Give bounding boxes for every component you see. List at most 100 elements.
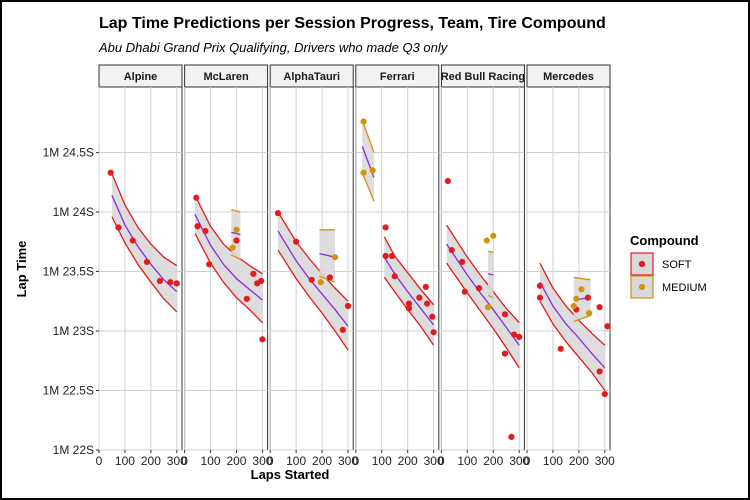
x-tick-label: 200 [398, 454, 418, 468]
fit-line-soft [111, 195, 178, 293]
data-point-soft [416, 294, 423, 301]
upper-bound-line-medium [573, 276, 591, 281]
y-tick-label: 1M 23.5S [43, 264, 94, 278]
data-point-soft [193, 194, 200, 201]
data-point-medium [586, 310, 593, 317]
data-point-soft [115, 224, 122, 231]
data-point-soft [206, 261, 213, 268]
panel-content-mercedes [536, 262, 610, 398]
upper-bound-line-soft [194, 195, 263, 275]
prediction-ribbon-soft [384, 236, 434, 346]
data-point-soft [156, 277, 164, 285]
legend-label-medium: MEDIUM [662, 282, 707, 294]
x-tick-label: 0 [96, 454, 103, 468]
data-point-soft [308, 276, 315, 283]
legend-title: Compound [630, 233, 699, 248]
data-point-soft [194, 223, 201, 230]
data-point-soft [405, 300, 413, 307]
lower-bound-line-soft [539, 300, 606, 391]
y-axis: 1M 22S 1M 22.5S 1M 23S 1M 23.5S 1M 24S 1M 24.… [43, 145, 99, 457]
data-point-soft [536, 282, 544, 289]
data-point-soft [501, 350, 509, 357]
x-tick-label: 200 [569, 454, 589, 468]
x-tick-label: 300 [595, 454, 615, 468]
data-point-medium [229, 244, 236, 251]
data-point-soft [107, 169, 114, 176]
data-point-soft [143, 258, 151, 266]
x-tick-label: 0 [181, 454, 188, 468]
panel-content-ferrari [360, 118, 437, 346]
data-point-soft [167, 279, 174, 286]
upper-bound-line-soft [539, 262, 606, 346]
lower-bound-line-medium [319, 275, 336, 283]
lower-bound-line-soft [446, 262, 520, 369]
lower-bound-line-soft [277, 249, 349, 351]
fit-line-medium [231, 231, 241, 236]
data-point-soft [557, 345, 564, 352]
data-point-soft [382, 252, 389, 260]
legend-key-soft: SOFT [630, 252, 692, 276]
fit-line-soft [194, 214, 263, 301]
y-tick-label: 1M 23S [53, 324, 94, 338]
x-tick-label: 100 [201, 454, 221, 468]
prediction-ribbon-soft [111, 173, 177, 312]
data-point-soft [293, 238, 300, 245]
x-tick-label: 300 [338, 454, 358, 468]
upper-bound-line-medium [487, 250, 494, 254]
chart-title: Lap Time Predictions per Session Progres… [99, 15, 606, 32]
x-axis-alphatauri: 0 100 200 300 [267, 450, 358, 468]
legend-point-swatch [638, 260, 646, 268]
data-point-soft [344, 302, 352, 310]
lower-bound-line-medium [573, 314, 591, 323]
fit-line-soft [446, 243, 520, 346]
data-point-medium [233, 226, 240, 233]
x-tick-label: 300 [424, 454, 444, 468]
data-point-soft [389, 252, 396, 260]
x-axis-ferrari: 0 100 200 300 [352, 450, 444, 468]
prediction-ribbon-soft [539, 263, 605, 391]
data-point-medium [570, 302, 577, 310]
panel-alpine: Alpine 0 100 200 300 [96, 64, 187, 468]
lower-bound-line-medium [230, 254, 241, 261]
legend-key-medium: MEDIUM [630, 275, 707, 299]
data-point-soft [444, 177, 451, 185]
x-tick-label: 100 [372, 454, 392, 468]
data-point-soft [429, 313, 436, 320]
upper-bound-line-medium [361, 120, 375, 153]
panel-ferrari: Ferrari 0 100 200 300 [352, 64, 444, 468]
data-point-soft [516, 333, 523, 341]
upper-bound-line-soft [383, 236, 435, 306]
y-tick-label: 1M 22.5S [43, 383, 94, 397]
data-point-soft [243, 295, 250, 302]
strip-label-red-bull-racing: Red Bull Racing [441, 71, 525, 83]
fit-line-soft [277, 230, 349, 327]
data-point-medium [369, 167, 376, 174]
x-tick-label: 300 [167, 454, 187, 468]
x-tick-label: 100 [543, 454, 563, 468]
data-point-medium [483, 237, 490, 244]
panel-content-red-bull-racing [444, 177, 523, 441]
data-point-soft [233, 237, 240, 244]
x-tick-label: 0 [352, 454, 359, 468]
x-tick-label: 100 [457, 454, 477, 468]
data-point-soft [475, 285, 483, 292]
lower-bound-line-medium [361, 172, 375, 202]
data-point-soft [405, 305, 413, 312]
strip-label-ferrari: Ferrari [380, 71, 415, 83]
panel-content-alpine [107, 169, 180, 313]
strip-label-alphatauri: AlphaTauri [283, 71, 340, 83]
chart-subtitle: Abu Dhabi Grand Prix Qualifying, Drivers… [98, 40, 449, 55]
data-point-soft [250, 270, 257, 277]
data-point-medium [360, 118, 367, 125]
lower-bound-line-medium [487, 294, 494, 299]
strip-label-alpine: Alpine [124, 71, 158, 83]
panel-red-bull-racing: Red Bull Racing 0 100 200 300 [438, 64, 530, 468]
data-point-soft [326, 274, 333, 281]
fit-line-soft [539, 281, 606, 369]
data-point-soft [536, 294, 544, 301]
data-point-medium [578, 286, 585, 293]
data-point-soft [448, 246, 455, 254]
data-point-medium [317, 279, 324, 286]
